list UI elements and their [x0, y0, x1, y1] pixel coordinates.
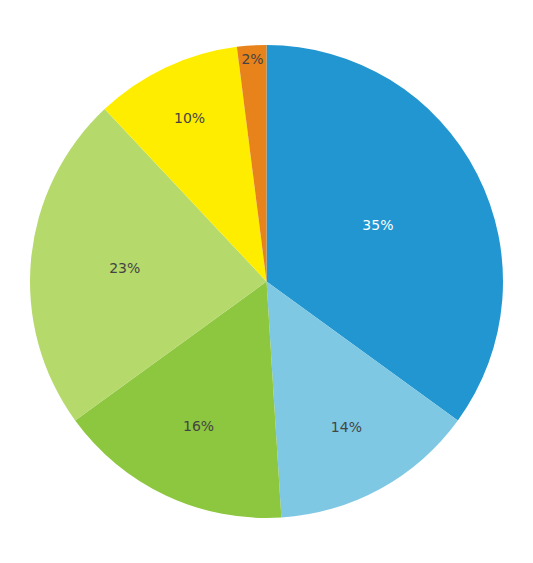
- svg-text:2%: 2%: [241, 51, 263, 67]
- svg-text:23%: 23%: [109, 260, 140, 276]
- svg-text:14%: 14%: [331, 419, 362, 435]
- svg-text:10%: 10%: [174, 110, 205, 126]
- svg-text:16%: 16%: [183, 418, 214, 434]
- svg-text:35%: 35%: [362, 217, 393, 233]
